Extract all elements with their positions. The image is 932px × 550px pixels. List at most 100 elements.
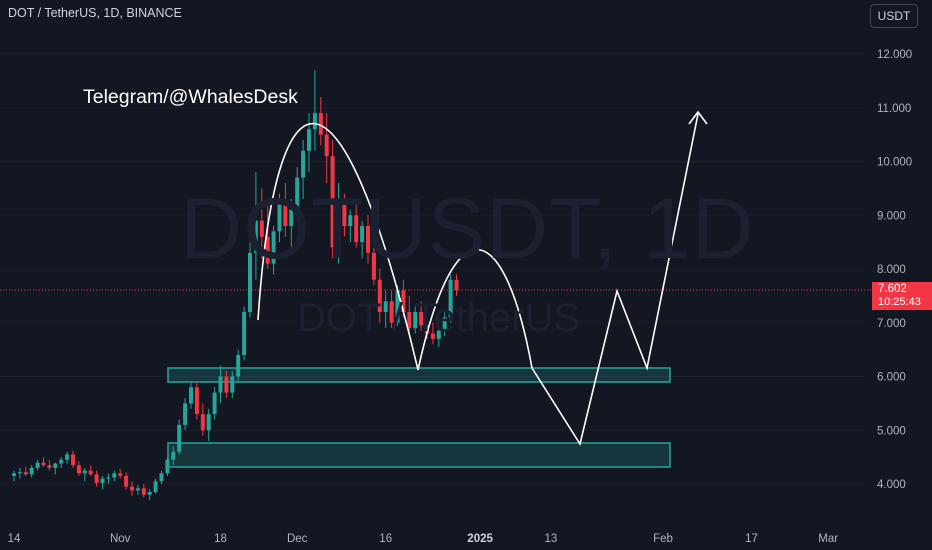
candle [177,419,182,455]
time-tick-label: Feb [653,533,673,545]
candle [236,349,241,382]
candle [371,242,376,286]
candle [106,473,111,484]
candle-body [130,486,134,491]
candle-body [236,355,241,377]
candle [212,387,217,420]
candle-body [124,475,129,487]
candle [159,470,164,484]
candlestick-series [12,70,459,501]
candle [242,306,247,361]
candle-body [112,473,117,478]
candle [230,371,235,398]
candle-body [177,424,182,452]
candle-body [135,488,140,491]
candle [17,467,22,479]
candle [259,188,264,259]
candle-body [206,414,211,431]
candle [23,466,28,476]
candle [141,484,146,498]
candle [82,467,87,482]
support-zone-lower [167,442,671,468]
time-tick-label: 13 [545,533,558,545]
price-tick-label: 7.000 [877,318,906,330]
time-tick-label: Nov [110,533,131,545]
price-tick-label: 11.000 [877,103,911,115]
candle-body [425,325,429,334]
candle-body [65,454,70,460]
candle [206,408,211,441]
candle-body [35,462,40,468]
candle [301,140,306,200]
candle [248,242,252,318]
candle-body [336,204,341,248]
candle [407,295,412,334]
candle-body [218,376,223,393]
pattern-drawings [257,110,708,447]
candle [135,485,140,495]
symbol-title[interactable]: DOT / TetherUS, 1D, BINANCE [8,6,182,20]
candle-body [271,231,276,264]
candle-body [366,226,370,253]
price-axis: 12.000 11.000 10.000 9.000 8.000 7.000 6.000 5.… [877,49,912,491]
candle [312,70,317,151]
candle-body [17,472,22,474]
candle-body [342,204,347,226]
time-tick-label: 17 [745,533,758,545]
candle [194,381,199,420]
candle [307,113,311,173]
candle-body [76,465,81,474]
candle [147,489,152,501]
candle [94,470,99,487]
candle [12,470,16,482]
time-tick-label: Dec [287,533,308,545]
time-tick-label: 14 [8,533,21,545]
candle [419,301,424,331]
candle [413,306,418,334]
candle-body [230,376,235,393]
candle-body [165,459,170,474]
time-tick-label: 16 [379,533,392,545]
candle [383,290,388,329]
candle-body [41,462,46,466]
candle-body [248,252,252,312]
last-price-label: 7.602 10:25:43 [872,282,932,310]
candle [71,450,75,468]
candle [336,183,341,264]
candle-body [253,220,258,253]
candle-body [82,470,87,474]
candle [76,461,81,476]
price-tick-label: 4.000 [877,479,906,491]
candle [29,465,34,478]
price-tick-label: 6.000 [877,372,906,384]
candle-body [159,473,164,482]
candle-body [23,472,28,475]
candle-body [100,478,105,483]
candle [171,446,176,466]
candle-body [389,301,394,323]
candle [442,312,447,337]
candle [289,199,294,248]
candle-body [277,204,282,232]
candle [88,465,93,476]
candle [360,220,365,259]
candle-body [259,220,264,237]
candle-body [395,290,400,323]
candle-body [88,470,93,475]
candle-body [53,463,58,468]
candle [153,478,158,494]
candle-body [312,113,317,130]
symbol-watermark: DOTUSDT, 1D [180,181,755,277]
candle [366,215,370,264]
candle-body [330,156,335,248]
candle [47,459,52,471]
candle-body [194,387,199,415]
candle-body [106,477,111,479]
time-axis: 14 Nov 18 Dec 16 2025 13 Feb 17 Mar [8,533,839,545]
currency-button[interactable]: USDT [870,4,918,28]
candle [265,204,270,269]
candle [253,172,258,280]
candle-body [183,403,188,425]
candle-body [189,387,193,404]
